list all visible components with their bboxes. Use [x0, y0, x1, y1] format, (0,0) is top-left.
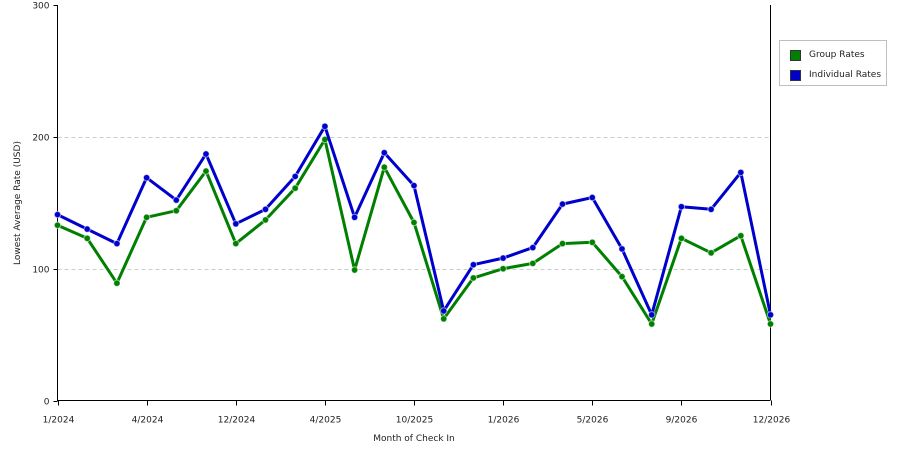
x-tick-label: 4/2025: [310, 416, 342, 426]
data-point-individual-rates: [83, 225, 91, 233]
legend-label: Individual Rates: [809, 70, 882, 80]
y-tick-label: 200: [32, 134, 49, 144]
data-point-group-rates: [380, 163, 388, 171]
legend-item-individual-rates: Individual Rates: [790, 68, 881, 82]
data-point-individual-rates: [469, 261, 478, 269]
data-point-individual-rates: [113, 239, 121, 248]
data-point-group-rates: [53, 221, 62, 229]
data-point-group-rates: [529, 259, 537, 268]
data-point-individual-rates: [558, 200, 567, 208]
data-point-group-rates: [707, 249, 715, 257]
data-point-group-rates: [142, 213, 151, 222]
data-point-individual-rates: [499, 254, 507, 262]
y-tick-label: 0: [44, 398, 50, 408]
x-tick-label: 4/2024: [132, 416, 164, 426]
data-point-individual-rates: [232, 220, 240, 228]
series-layer: [53, 122, 775, 328]
data-point-group-rates: [648, 320, 656, 328]
data-point-individual-rates: [737, 168, 745, 177]
x-tick-label: 10/2025: [396, 416, 433, 426]
x-tick-label: 1/2024: [43, 416, 75, 426]
data-point-individual-rates: [618, 245, 626, 253]
data-point-individual-rates: [529, 243, 537, 252]
ticks-layer: 0 100 200 300 1/2024 4/2024 12/2024 4/2025 10/20…: [32, 2, 790, 426]
x-tick-label: 1/2026: [488, 416, 520, 426]
data-point-individual-rates: [172, 196, 181, 204]
series-line-group-rates: [56, 138, 772, 326]
data-point-group-rates: [558, 239, 567, 248]
data-point-individual-rates: [648, 311, 656, 319]
data-point-group-rates: [232, 239, 240, 248]
x-tick-label: 5/2026: [577, 416, 609, 426]
y-tick-label: 300: [32, 2, 49, 12]
axes-layer: [57, 5, 771, 401]
legend-item-group-rates: Group Rates: [790, 48, 865, 62]
legend-swatch: [790, 49, 801, 61]
data-point-group-rates: [618, 272, 626, 281]
chart-legend: Group Rates Individual Rates: [779, 40, 887, 86]
data-point-group-rates: [350, 266, 359, 274]
x-tick-label: 12/2026: [753, 416, 791, 426]
data-point-individual-rates: [321, 122, 329, 131]
data-point-group-rates: [202, 167, 210, 175]
data-point-individual-rates: [291, 172, 299, 181]
data-point-individual-rates: [202, 150, 210, 158]
data-point-group-rates: [113, 279, 121, 287]
data-point-individual-rates: [53, 210, 62, 219]
data-point-group-rates: [766, 320, 775, 328]
data-point-group-rates: [677, 234, 686, 243]
data-point-individual-rates: [588, 193, 596, 202]
data-point-individual-rates: [410, 181, 418, 190]
legend-swatch: [790, 69, 801, 81]
grid-layer: [57, 137, 771, 270]
data-point-individual-rates: [707, 205, 715, 214]
data-point-group-rates: [469, 274, 478, 282]
data-point-group-rates: [172, 207, 181, 215]
x-tick-label: 12/2024: [218, 416, 256, 426]
data-point-individual-rates: [261, 205, 270, 214]
series-group-rates: [53, 135, 775, 328]
series-individual-rates: [53, 122, 775, 319]
data-point-group-rates: [737, 232, 745, 240]
x-axis-title: Month of Check In: [373, 434, 455, 444]
data-point-individual-rates: [766, 311, 775, 319]
data-point-individual-rates: [142, 174, 151, 182]
data-point-group-rates: [410, 218, 418, 227]
data-point-group-rates: [588, 238, 596, 247]
data-point-group-rates: [83, 234, 91, 243]
data-point-group-rates: [440, 315, 448, 323]
data-point-individual-rates: [350, 213, 359, 222]
data-point-individual-rates: [677, 203, 686, 211]
data-point-group-rates: [261, 216, 270, 224]
y-tick-label: 100: [32, 266, 49, 276]
data-point-group-rates: [499, 265, 507, 273]
data-point-individual-rates: [440, 307, 448, 315]
data-point-group-rates: [291, 184, 299, 192]
x-tick-label: 9/2026: [666, 416, 698, 426]
legend-label: Group Rates: [809, 50, 865, 60]
y-axis-title: Lowest Average Rate (USD): [13, 141, 23, 265]
data-point-individual-rates: [380, 149, 388, 157]
